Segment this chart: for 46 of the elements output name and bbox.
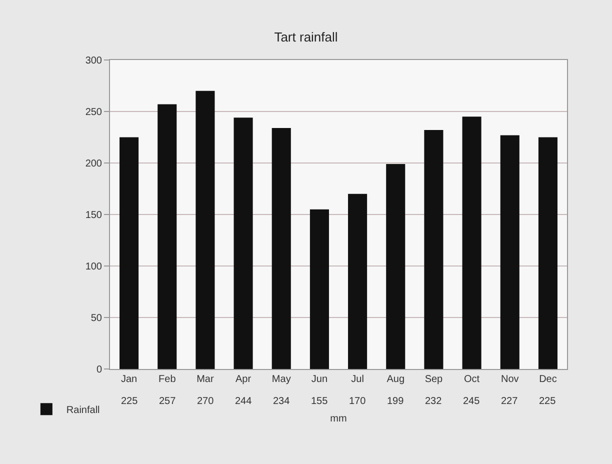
bar [348, 194, 368, 369]
data-label: 244 [235, 396, 252, 407]
y-tick-label: 150 [85, 210, 102, 221]
bar [120, 137, 139, 369]
x-axis-title: mm [330, 414, 347, 424]
y-tick-label: 50 [90, 313, 102, 324]
x-tick-label: Aug [386, 374, 405, 385]
data-label: 199 [387, 396, 404, 407]
bar [424, 130, 444, 369]
x-tick-label: Jul [351, 374, 364, 385]
x-tick-label: Oct [464, 374, 480, 385]
bar [500, 135, 520, 369]
x-tick-label: Jan [120, 374, 138, 385]
x-tick-label: Dec [539, 374, 557, 385]
data-label: 225 [539, 396, 556, 407]
y-tick-label: 100 [85, 262, 102, 272]
x-tick-label: Apr [236, 374, 252, 385]
data-label: 155 [311, 396, 328, 407]
bar [234, 118, 253, 369]
y-tick-label: 200 [85, 158, 102, 170]
x-tick-label: Sep [424, 374, 444, 385]
x-tick-label: Feb [158, 374, 176, 385]
bar [272, 128, 291, 369]
bar [310, 209, 329, 369]
x-tick-label: Jun [311, 374, 328, 385]
data-label: 225 [121, 396, 138, 407]
y-tick-label: 0 [96, 364, 102, 376]
legend-label: Rainfall [66, 405, 100, 416]
bar [386, 164, 406, 369]
bar [462, 116, 482, 369]
data-label: 234 [273, 396, 290, 407]
y-tick-label: 250 [85, 107, 102, 118]
x-tick-label: Nov [500, 374, 519, 385]
chart-title: Tart rainfall [274, 30, 338, 45]
bar [538, 137, 558, 369]
data-label: 170 [349, 396, 366, 407]
x-tick-label: Mar [196, 374, 214, 385]
data-label: 270 [197, 396, 214, 407]
data-label: 227 [501, 396, 518, 407]
bar [158, 104, 177, 369]
data-label: 245 [463, 396, 480, 407]
data-label: 257 [159, 396, 176, 407]
data-label: 232 [425, 396, 442, 407]
x-tick-label: May [272, 374, 291, 385]
bar [196, 90, 215, 369]
y-tick-label: 300 [85, 56, 102, 66]
